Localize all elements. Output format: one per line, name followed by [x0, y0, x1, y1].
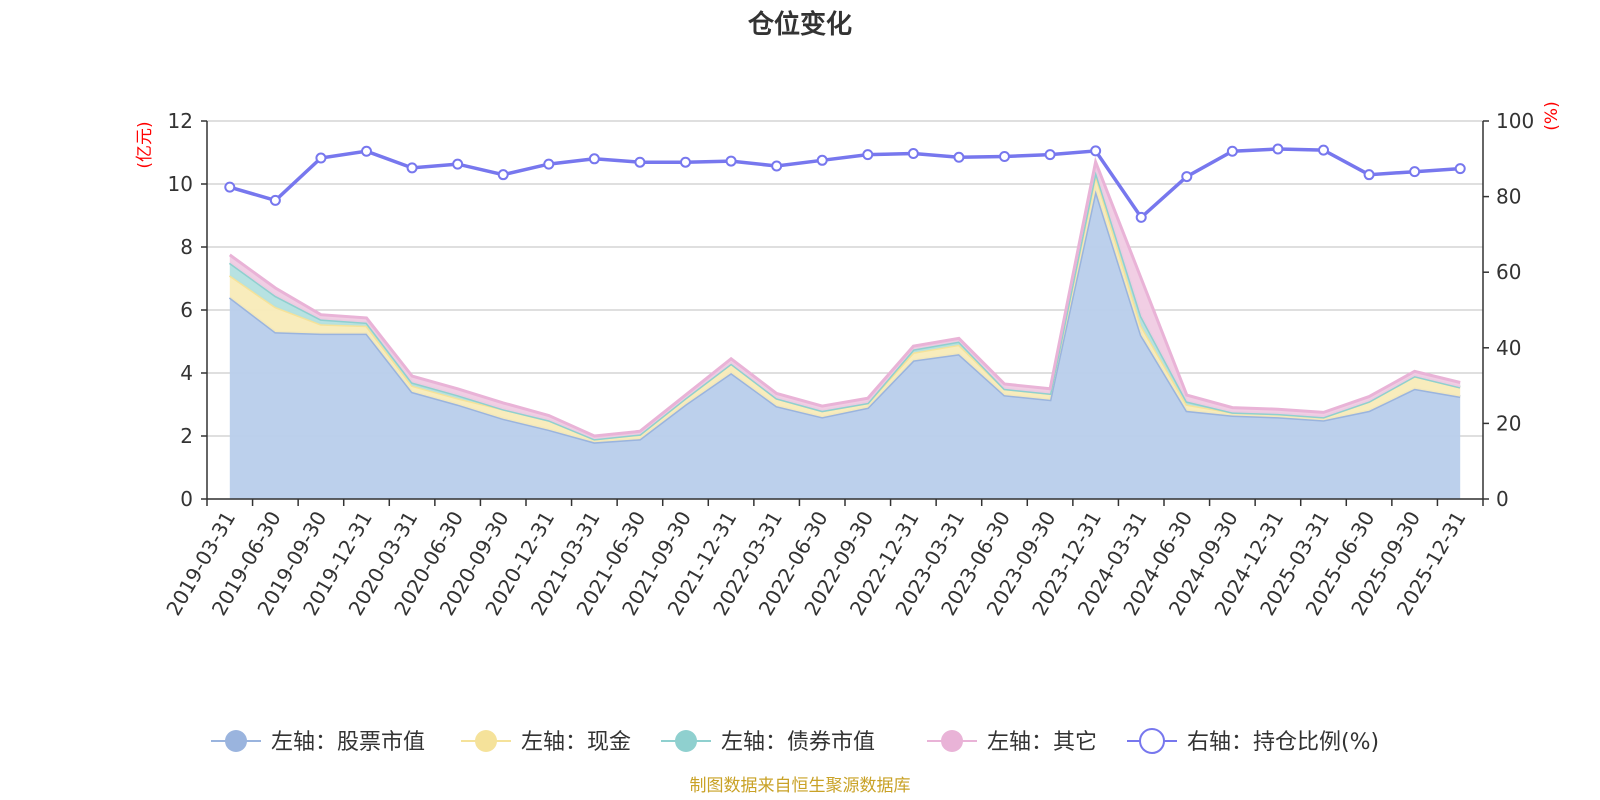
ratio-point [907, 148, 919, 160]
legend-item[interactable]: 左轴：现金 [461, 730, 631, 755]
ratio-point [1181, 171, 1193, 183]
ratio-point [406, 162, 418, 174]
legend-label: 右轴：持仓比例(%) [1187, 730, 1379, 755]
left-tick-label: 12 [168, 109, 193, 133]
ratio-point [1044, 149, 1056, 161]
legend-item[interactable]: 左轴：债券市值 [661, 730, 875, 755]
ratio-point [953, 151, 965, 163]
ratio-point [999, 151, 1010, 163]
area-edge-左轴：其它 [228, 156, 1461, 438]
left-axis-unit: (亿元) [135, 121, 155, 168]
ratio-point [725, 155, 737, 167]
ratio-line [229, 147, 1461, 221]
chart-title: 仓位变化 [747, 9, 852, 40]
legend-marker [1139, 728, 1165, 754]
ratio-point [1226, 145, 1238, 157]
ratio-point [771, 160, 783, 172]
ratio-point [1272, 143, 1284, 155]
ratio-point [452, 158, 464, 170]
left-tick-label: 8 [180, 235, 193, 259]
ratio-point [1318, 144, 1329, 156]
legend-item[interactable]: 左轴：股票市值 [211, 730, 425, 755]
legend-marker [475, 730, 497, 752]
area-左轴：其它 [229, 161, 1461, 440]
left-tick-label: 2 [180, 424, 193, 448]
right-tick-label: 40 [1496, 336, 1521, 360]
right-tick-label: 80 [1496, 185, 1521, 209]
ratio-point [543, 158, 555, 170]
stacked-areas [228, 156, 1461, 500]
legend-label: 左轴：债券市值 [721, 730, 875, 755]
ratio-point [634, 156, 646, 168]
right-tick-label: 60 [1496, 260, 1521, 284]
ratio-point [1409, 166, 1421, 178]
area-左轴：股票市值 [229, 190, 1461, 500]
right-tick-label: 0 [1496, 487, 1509, 511]
legend-label: 左轴：股票市值 [271, 730, 425, 755]
ratio-line-series [224, 143, 1466, 223]
left-tick-label: 6 [180, 298, 193, 322]
ratio-point [588, 153, 600, 165]
legend-marker [675, 730, 697, 752]
left-tick-label: 0 [180, 487, 193, 511]
area-左轴：现金 [229, 174, 1461, 443]
right-axis-unit: (%) [1542, 101, 1562, 130]
source-note: 制图数据来自恒生聚源数据库 [690, 776, 911, 796]
ratio-point [224, 181, 236, 193]
ratio-point [1363, 169, 1375, 181]
ratio-point [1454, 163, 1466, 175]
legend-label: 左轴：现金 [521, 730, 631, 755]
legend-item[interactable]: 左轴：其它 [927, 730, 1097, 755]
ratio-point [816, 154, 828, 166]
left-tick-label: 10 [168, 172, 193, 196]
legend[interactable]: 左轴：股票市值 左轴：现金 左轴：债券市值 左轴：其它 右轴：持仓比例(%) [211, 728, 1379, 755]
ratio-point [497, 169, 509, 181]
ratio-point [269, 194, 281, 206]
legend-marker [225, 730, 247, 752]
ratio-point [862, 149, 874, 161]
ratio-point [1090, 145, 1102, 157]
legend-label: 左轴：其它 [987, 730, 1097, 755]
right-tick-label: 100 [1496, 109, 1534, 133]
legend-marker [941, 730, 963, 752]
legend-item[interactable]: 右轴：持仓比例(%) [1127, 728, 1379, 755]
ratio-point [1135, 211, 1147, 223]
ratio-point [680, 156, 691, 168]
left-tick-label: 4 [180, 361, 193, 385]
ratio-point [361, 145, 372, 157]
right-tick-label: 20 [1496, 411, 1521, 435]
ratio-point [315, 152, 327, 164]
